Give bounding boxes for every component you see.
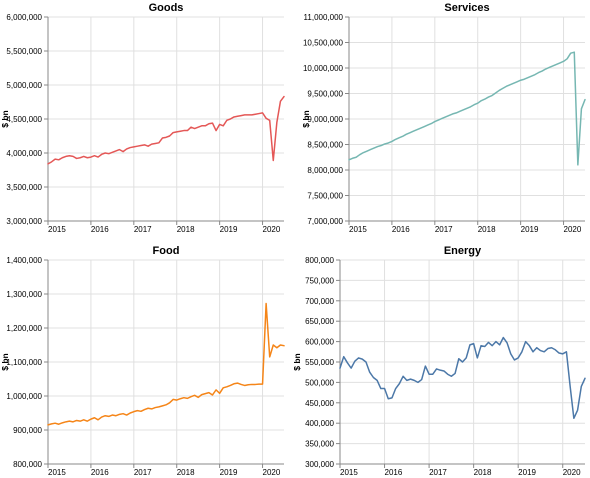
series-line-services bbox=[348, 51, 586, 166]
x-tick-label: 2020 bbox=[263, 468, 281, 477]
y-tick-label: 800,000 bbox=[13, 460, 42, 469]
y-tick-label: 5,000,000 bbox=[6, 81, 42, 90]
x-tick-label: 2017 bbox=[134, 468, 152, 477]
chart-panel-goods: 3,000,000 3,500,000 4,000,000 4,500,000 5,00… bbox=[0, 2, 285, 234]
series-line-food bbox=[47, 302, 285, 426]
x-tick-label: 2016 bbox=[385, 468, 403, 477]
y-tick-label: 3,000,000 bbox=[6, 217, 42, 226]
x-tick-label: 2016 bbox=[392, 225, 410, 234]
y-tick-label: 8,000,000 bbox=[307, 166, 343, 175]
y-tick-label: 500,000 bbox=[305, 378, 334, 387]
y-axis-label: $ bn bbox=[301, 110, 311, 127]
y-tick-label: 7,500,000 bbox=[307, 192, 343, 201]
chart-title: Services bbox=[444, 2, 489, 14]
chart-panel-services: 7,000,000 7,500,000 8,000,000 8,500,000 9,00… bbox=[301, 2, 586, 234]
y-tick-label: 10,500,000 bbox=[303, 39, 344, 48]
series-line-energy bbox=[339, 336, 586, 420]
y-axis-label: $ bn bbox=[292, 353, 302, 370]
y-tick-label: 9,500,000 bbox=[307, 90, 343, 99]
y-tick-label: 5,500,000 bbox=[6, 47, 42, 56]
x-tick-label: 2018 bbox=[177, 468, 195, 477]
y-tick-label: 450,000 bbox=[305, 399, 334, 408]
y-tick-label: 3,500,000 bbox=[6, 183, 42, 192]
y-tick-label: 1,400,000 bbox=[6, 256, 42, 265]
y-tick-label: 750,000 bbox=[305, 276, 334, 285]
y-tick-label: 800,000 bbox=[305, 256, 334, 265]
y-tick-label: 900,000 bbox=[13, 426, 42, 435]
x-tick-label: 2020 bbox=[563, 468, 581, 477]
x-tick-label: 2015 bbox=[48, 468, 66, 477]
chart-panel-energy: 300,000 350,000 400,000 450,000 500,000 550,0… bbox=[292, 245, 586, 477]
y-tick-label: 350,000 bbox=[305, 440, 334, 449]
y-tick-label: 1,100,000 bbox=[6, 358, 42, 367]
y-axis-label: $ bn bbox=[0, 110, 10, 127]
x-tick-label: 2019 bbox=[518, 468, 536, 477]
y-tick-label: 6,000,000 bbox=[6, 13, 42, 22]
y-tick-label: 300,000 bbox=[305, 460, 334, 469]
chart-title: Goods bbox=[149, 2, 184, 14]
y-tick-label: 7,000,000 bbox=[307, 217, 343, 226]
y-tick-label: 600,000 bbox=[305, 338, 334, 347]
y-tick-label: 10,000,000 bbox=[303, 64, 344, 73]
x-tick-label: 2015 bbox=[349, 225, 367, 234]
y-tick-label: 1,300,000 bbox=[6, 290, 42, 299]
chart-panel-food: 800,000 900,000 1,000,000 1,100,000 1,200,00… bbox=[0, 245, 285, 477]
x-tick-label: 2018 bbox=[177, 225, 195, 234]
y-tick-label: 11,000,000 bbox=[304, 13, 344, 22]
x-tick-label: 2019 bbox=[521, 225, 539, 234]
y-tick-label: 1,200,000 bbox=[6, 324, 42, 333]
chart-title: Food bbox=[153, 245, 180, 257]
x-tick-label: 2015 bbox=[48, 225, 66, 234]
x-tick-label: 2016 bbox=[91, 468, 109, 477]
y-tick-label: 650,000 bbox=[305, 317, 334, 326]
y-tick-label: 4,500,000 bbox=[6, 115, 42, 124]
y-tick-label: 4,000,000 bbox=[6, 149, 42, 158]
y-tick-label: 8,500,000 bbox=[307, 141, 343, 150]
x-tick-label: 2020 bbox=[564, 225, 582, 234]
x-tick-label: 2018 bbox=[478, 225, 496, 234]
y-tick-label: 400,000 bbox=[305, 419, 334, 428]
y-tick-label: 1,000,000 bbox=[6, 392, 42, 401]
x-tick-label: 2017 bbox=[429, 468, 447, 477]
x-tick-label: 2018 bbox=[474, 468, 492, 477]
x-tick-label: 2017 bbox=[435, 225, 453, 234]
y-tick-label: 700,000 bbox=[305, 297, 334, 306]
x-tick-label: 2019 bbox=[220, 468, 238, 477]
series-line-goods bbox=[47, 95, 285, 165]
x-tick-label: 2017 bbox=[134, 225, 152, 234]
x-tick-label: 2020 bbox=[263, 225, 281, 234]
y-tick-label: 550,000 bbox=[305, 358, 334, 367]
x-tick-label: 2016 bbox=[91, 225, 109, 234]
y-tick-label: 9,000,000 bbox=[307, 115, 343, 124]
x-tick-label: 2019 bbox=[220, 225, 238, 234]
x-tick-label: 2015 bbox=[340, 468, 358, 477]
y-axis-label: $ bn bbox=[0, 353, 10, 370]
chart-title: Energy bbox=[444, 245, 482, 257]
